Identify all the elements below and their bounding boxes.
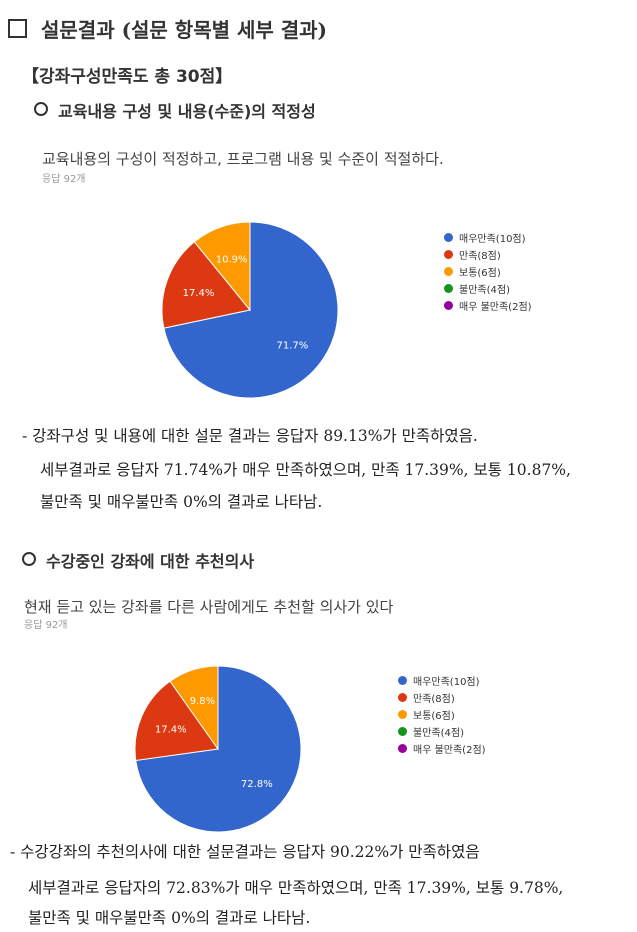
section-heading: 수강중인 강좌에 대한 추천의사 — [22, 548, 254, 572]
survey-question: 현재 듣고 있는 강좌를 다른 사람에게도 추천할 의사가 있다 — [24, 598, 394, 616]
response-count: 응답 92개 — [24, 620, 68, 631]
response-count: 응답 92개 — [42, 174, 86, 185]
legend-item: 만족(8점) — [398, 689, 486, 706]
legend-label: 매우 불만족(2점) — [459, 302, 532, 313]
pie-slice — [134, 680, 219, 762]
legend-color-dot-icon — [398, 710, 407, 719]
legend-color-dot-icon — [398, 744, 407, 753]
pie-slice-label: 10.9% — [216, 255, 248, 266]
legend-label: 만족(8점) — [459, 251, 501, 262]
pie-slice — [161, 241, 251, 329]
legend-color-dot-icon — [444, 267, 453, 276]
page-title: 설문결과 (설문 항목별 세부 결과) — [8, 14, 327, 43]
pie-slice-label: 17.4% — [155, 725, 187, 736]
legend-label: 매우만족(10점) — [459, 234, 526, 245]
legend-color-dot-icon — [398, 727, 407, 736]
legend-color-dot-icon — [444, 284, 453, 293]
summary-line: - 수강강좌의 추천의사에 대한 설문결과는 응답자 90.22%가 만족하였음 — [10, 843, 480, 861]
chart-legend: 매우만족(10점) 만족(8점) 보통(6점) 불만족(4점) 매우 불만족(2점) — [444, 229, 532, 314]
legend-item: 보통(6점) — [398, 706, 486, 723]
legend-item: 만족(8점) — [444, 246, 532, 263]
pie-slice-label: 9.8% — [190, 696, 215, 707]
circle-bullet-icon — [34, 102, 48, 116]
legend-label: 만족(8점) — [413, 694, 455, 705]
pie-slice-label: 71.7% — [276, 340, 308, 351]
legend-label: 불만족(4점) — [413, 728, 464, 739]
legend-label: 보통(6점) — [459, 268, 501, 279]
summary-line: 세부결과로 응답자 71.74%가 매우 만족하였으며, 만족 17.39%, … — [40, 461, 571, 479]
category-heading: 【강좌구성만족도 총 30점】 — [22, 67, 233, 87]
legend-label: 보통(6점) — [413, 711, 455, 722]
legend-color-dot-icon — [444, 301, 453, 310]
chart-legend: 매우만족(10점) 만족(8점) 보통(6점) 불만족(4점) 매우 불만족(2점) — [398, 672, 486, 757]
summary-line: 세부결과로 응답자의 72.83%가 매우 만족하였으며, 만족 17.39%,… — [28, 879, 564, 897]
survey-question: 교육내용의 구성이 적정하고, 프로그램 내용 및 수준이 적절하다. — [42, 150, 444, 168]
summary-line: - 강좌구성 및 내용에 대한 설문 결과는 응답자 89.13%가 만족하였음… — [22, 427, 478, 445]
section-heading-text: 수강중인 강좌에 대한 추천의사 — [46, 552, 255, 571]
summary-line: 불만족 및 매우불만족 0%의 결과로 나타남. — [28, 909, 311, 927]
pie-slice — [163, 221, 339, 399]
section-heading-text: 교육내용 구성 및 내용(수준)의 적정성 — [58, 102, 316, 121]
page-title-text: 설문결과 (설문 항목별 세부 결과) — [41, 18, 327, 42]
legend-item: 매우만족(10점) — [444, 229, 532, 246]
pie-chart: 72.8% 17.4% 9.8% — [134, 665, 302, 833]
legend-item: 매우만족(10점) — [398, 672, 486, 689]
pie-chart: 71.7% 17.4% 10.9% — [161, 221, 339, 399]
legend-item: 매우 불만족(2점) — [444, 297, 532, 314]
legend-label: 매우만족(10점) — [413, 677, 480, 688]
legend-label: 불만족(4점) — [459, 285, 510, 296]
circle-bullet-icon — [22, 552, 36, 566]
legend-item: 불만족(4점) — [444, 280, 532, 297]
pie-slice — [169, 665, 219, 751]
legend-color-dot-icon — [398, 676, 407, 685]
pie-slice-label: 72.8% — [241, 779, 273, 790]
legend-color-dot-icon — [444, 233, 453, 242]
pie-slice-label: 17.4% — [183, 288, 215, 299]
checkbox-square-icon — [8, 19, 27, 38]
legend-label: 매우 불만족(2점) — [413, 745, 486, 756]
legend-color-dot-icon — [398, 693, 407, 702]
summary-line: 불만족 및 매우불만족 0%의 결과로 나타남. — [40, 493, 323, 511]
legend-item: 불만족(4점) — [398, 723, 486, 740]
legend-color-dot-icon — [444, 250, 453, 259]
section-heading: 교육내용 구성 및 내용(수준)의 적정성 — [34, 98, 316, 122]
legend-item: 매우 불만족(2점) — [398, 740, 486, 757]
legend-item: 보통(6점) — [444, 263, 532, 280]
pie-slice — [193, 221, 251, 312]
